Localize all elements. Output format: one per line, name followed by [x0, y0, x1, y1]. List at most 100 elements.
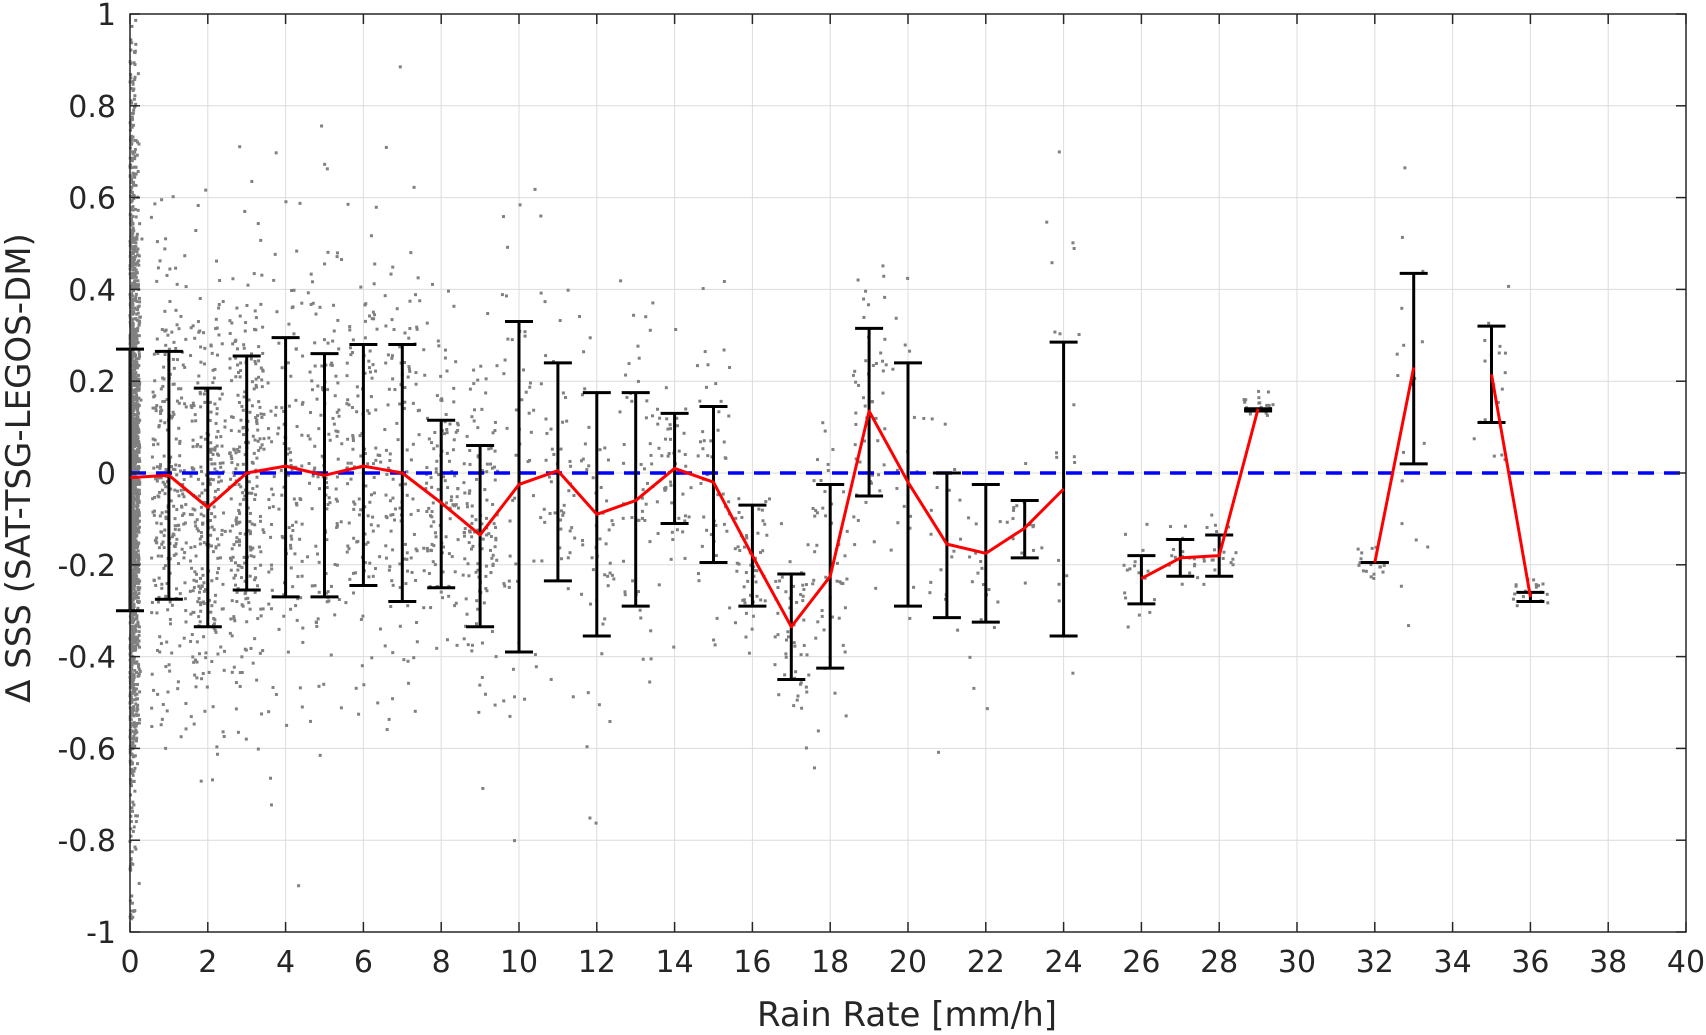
scatter-point: [249, 554, 253, 558]
scatter-point: [514, 408, 518, 412]
scatter-point: [251, 546, 255, 550]
scatter-point: [1357, 563, 1361, 567]
scatter-point: [510, 338, 514, 342]
scatter-point: [405, 470, 409, 474]
scatter-point: [669, 427, 673, 431]
scatter-point: [746, 579, 750, 583]
scatter-point: [155, 611, 159, 615]
scatter-point: [254, 576, 258, 580]
scatter-point: [136, 357, 140, 361]
scatter-point: [842, 490, 846, 494]
scatter-point: [202, 331, 206, 335]
scatter-point: [173, 517, 177, 521]
scatter-point: [364, 542, 368, 546]
scatter-point: [1055, 455, 1059, 459]
scatter-point: [221, 730, 225, 734]
scatter-point: [183, 254, 187, 258]
scatter-point: [177, 401, 181, 405]
scatter-point: [131, 524, 135, 528]
scatter-point: [132, 528, 136, 532]
scatter-point: [881, 369, 885, 373]
scatter-point: [351, 338, 355, 342]
scatter-point: [133, 244, 137, 248]
scatter-point: [502, 582, 506, 586]
scatter-point: [1492, 454, 1496, 458]
scatter-point: [454, 601, 458, 605]
scatter-point: [134, 271, 138, 275]
scatter-point: [131, 426, 135, 430]
scatter-point: [237, 538, 241, 542]
scatter-point: [131, 339, 135, 343]
scatter-point: [132, 602, 136, 606]
scatter-point: [133, 366, 137, 370]
scatter-point: [637, 590, 641, 594]
scatter-point: [130, 577, 134, 581]
scatter-point: [129, 309, 133, 313]
scatter-point: [480, 469, 484, 473]
scatter-point: [183, 551, 187, 555]
scatter-point: [166, 690, 170, 694]
scatter-point: [258, 437, 262, 441]
scatter-point: [414, 578, 418, 582]
x-tick-label: 16: [733, 945, 771, 980]
scatter-point: [266, 381, 270, 385]
scatter-point: [317, 590, 321, 594]
scatter-point: [269, 409, 273, 413]
scatter-point: [838, 580, 842, 584]
scatter-point: [254, 316, 258, 320]
scatter-point: [935, 486, 939, 490]
scatter-point: [378, 453, 382, 457]
scatter-point: [131, 639, 135, 643]
scatter-point: [714, 382, 718, 386]
scatter-point: [282, 409, 286, 413]
scatter-point: [137, 352, 141, 356]
scatter-point: [133, 63, 137, 67]
scatter-point: [197, 615, 201, 619]
scatter-point: [173, 524, 177, 528]
scatter-point: [131, 685, 135, 689]
scatter-point: [229, 558, 233, 562]
scatter-point: [277, 507, 281, 511]
scatter-point: [351, 436, 355, 440]
scatter-point: [675, 528, 679, 532]
scatter-point: [229, 617, 233, 621]
scatter-point: [201, 522, 205, 526]
scatter-point: [135, 442, 139, 446]
scatter-point: [230, 547, 234, 551]
scatter-point: [294, 520, 298, 524]
scatter-point: [135, 617, 139, 621]
scatter-point: [267, 498, 271, 502]
scatter-point: [383, 644, 387, 648]
scatter-point: [511, 667, 515, 671]
scatter-point: [462, 637, 466, 641]
scatter-point: [352, 591, 356, 595]
mean-line: [1373, 367, 1416, 563]
scatter-point: [234, 467, 238, 471]
scatter-point: [133, 545, 137, 549]
scatter-point: [138, 717, 142, 721]
scatter-point: [802, 643, 806, 647]
scatter-point: [130, 450, 134, 454]
scatter-point: [257, 375, 261, 379]
scatter-point: [134, 483, 138, 487]
scatter-point: [218, 397, 222, 401]
scatter-point: [456, 538, 460, 542]
scatter-point: [1215, 530, 1219, 534]
scatter-point: [980, 566, 984, 570]
scatter-point: [315, 624, 319, 628]
scatter-point: [573, 536, 577, 540]
scatter-point: [131, 79, 135, 83]
scatter-point: [506, 245, 510, 249]
scatter-point: [852, 515, 856, 519]
scatter-point: [1257, 396, 1261, 400]
scatter-point: [804, 685, 808, 689]
scatter-point: [967, 516, 971, 520]
scatter-point: [131, 193, 135, 197]
scatter-point: [456, 487, 460, 491]
scatter-point: [326, 590, 330, 594]
scatter-point: [138, 383, 142, 387]
scatter-point: [740, 515, 744, 519]
scatter-point: [238, 531, 242, 535]
scatter-point: [452, 400, 456, 404]
scatter-point: [741, 598, 745, 602]
